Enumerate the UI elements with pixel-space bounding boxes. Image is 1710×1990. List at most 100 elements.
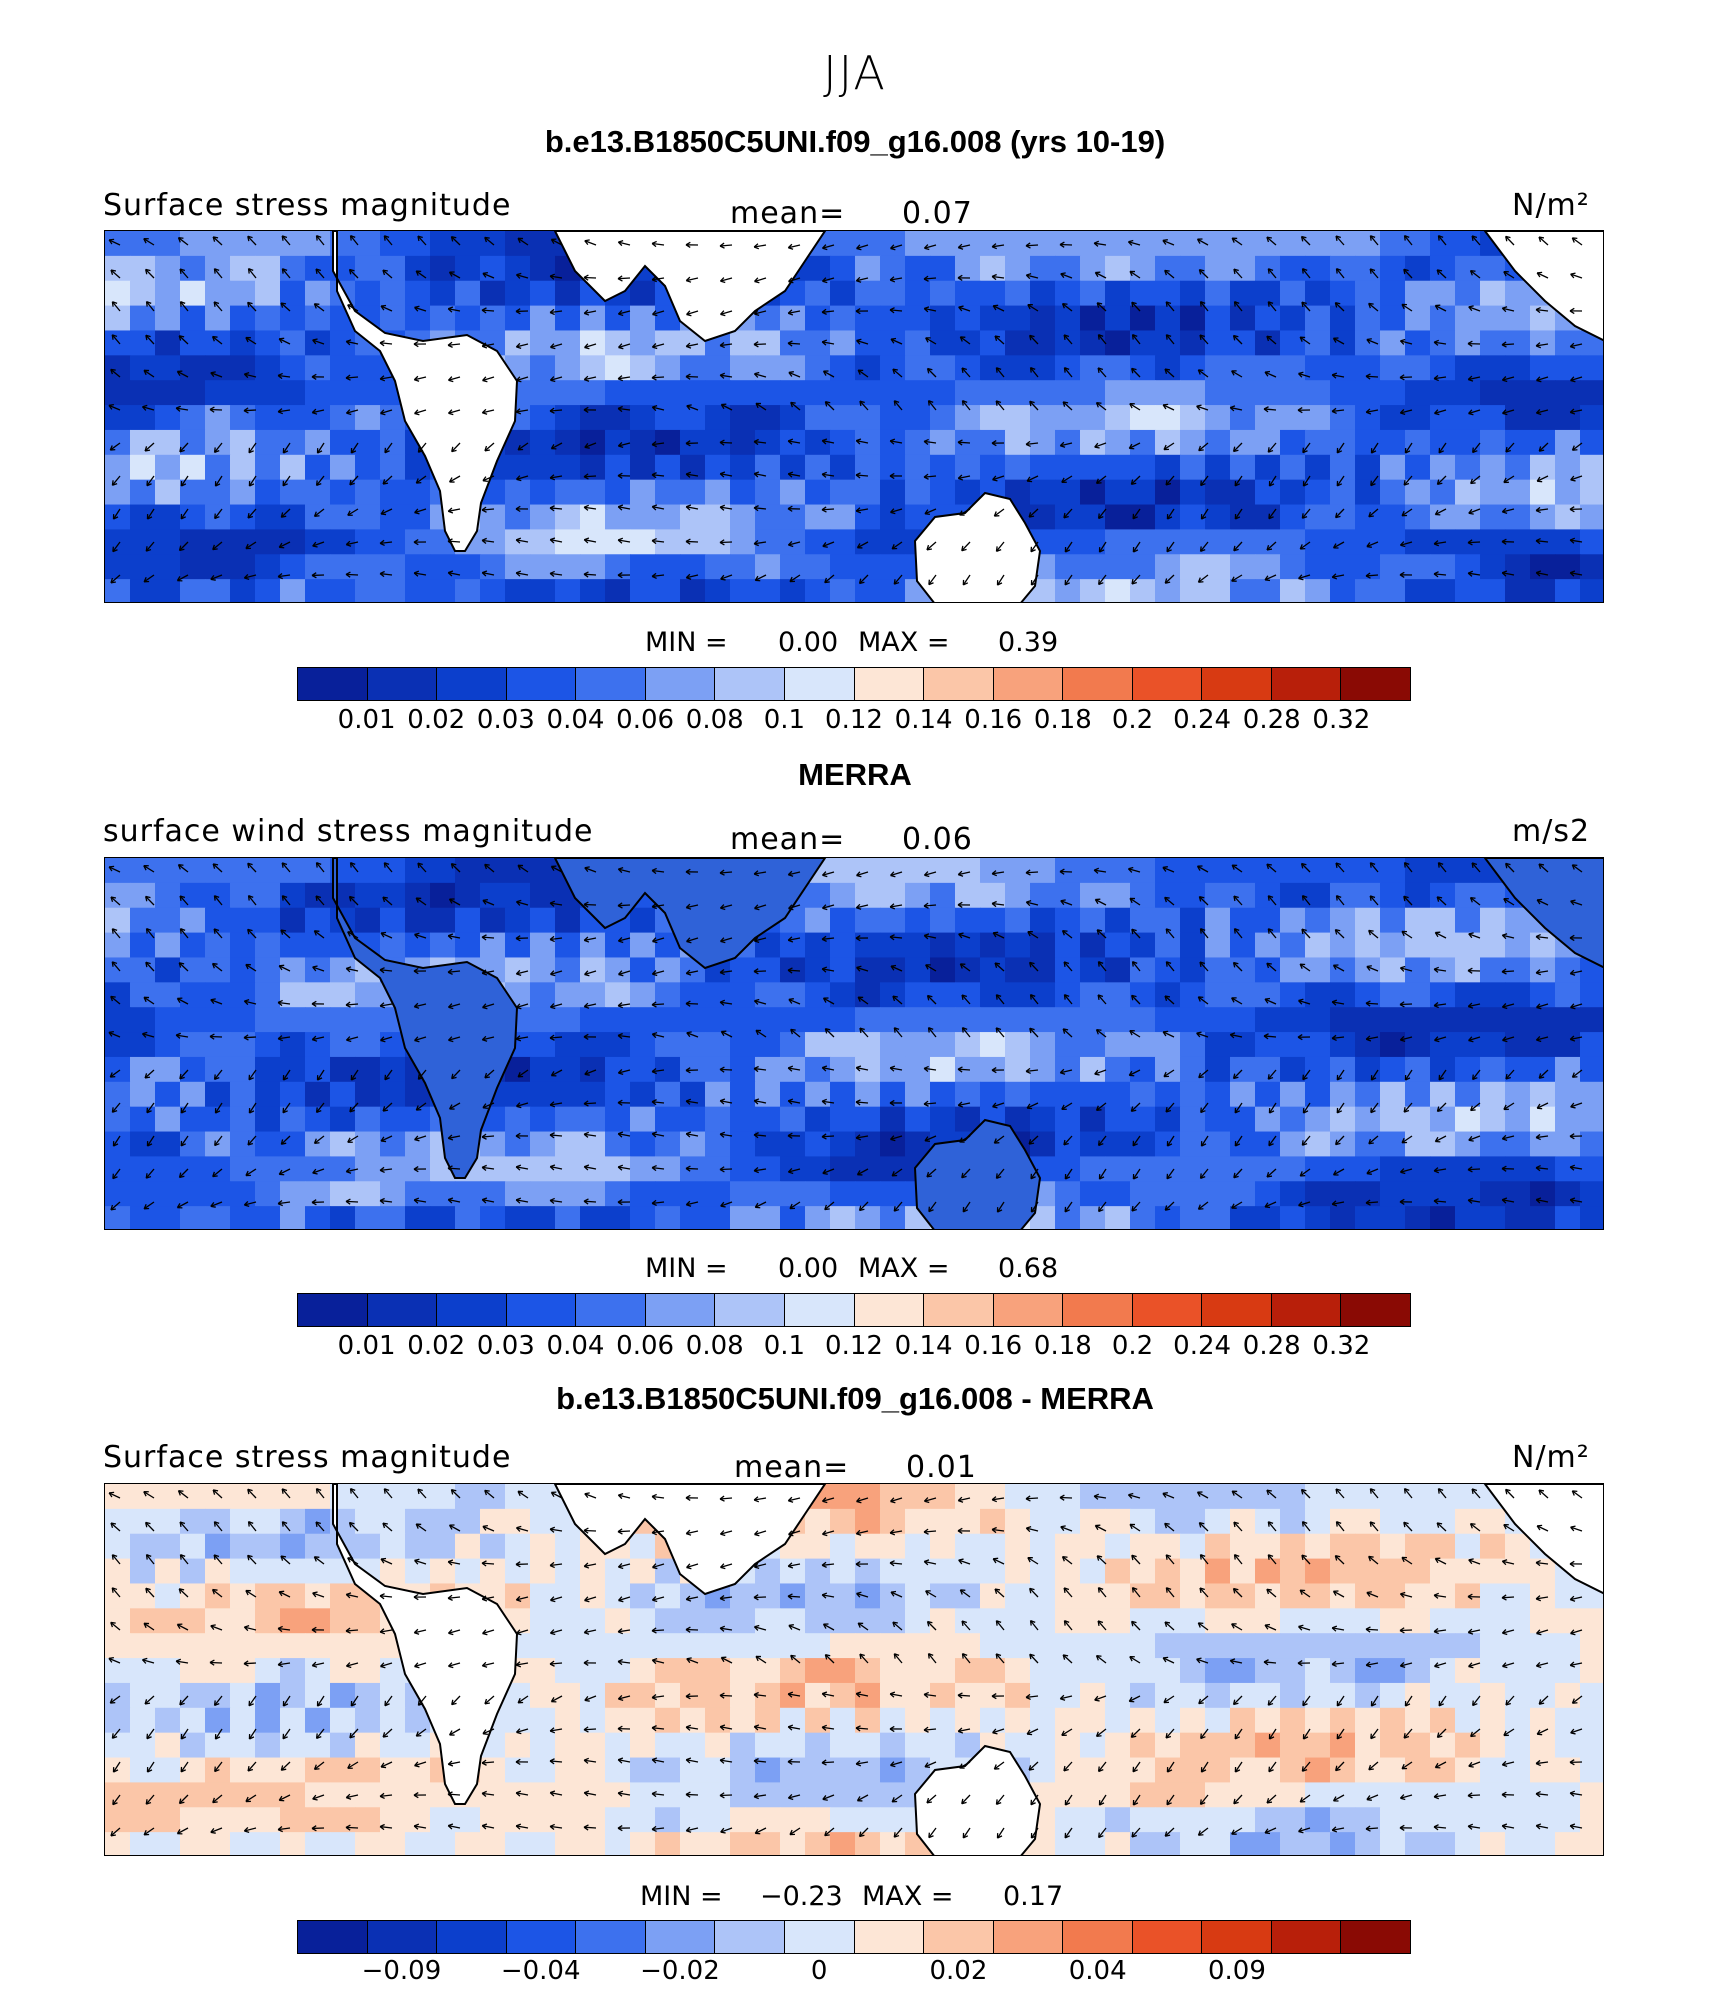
field-cell <box>1530 505 1556 530</box>
field-cell <box>605 1007 631 1032</box>
field-cell <box>780 405 806 430</box>
field-cell <box>1255 933 1281 958</box>
field-cell <box>1255 1583 1281 1608</box>
field-cell <box>1505 982 1531 1007</box>
field-cell <box>105 554 131 579</box>
field-cell <box>805 405 831 430</box>
field-cell <box>1230 1509 1256 1534</box>
field-cell <box>1105 908 1131 933</box>
field-cell <box>1055 933 1081 958</box>
field-cell <box>530 529 556 554</box>
field-cell <box>355 1181 381 1206</box>
field-cell <box>130 982 156 1007</box>
field-cell <box>1130 1683 1156 1708</box>
field-cell <box>730 1658 756 1683</box>
field-cell <box>280 1658 306 1683</box>
field-cell <box>280 1007 306 1032</box>
field-cell <box>105 1733 131 1758</box>
field-cell <box>380 529 406 554</box>
field-cell <box>555 933 581 958</box>
field-cell <box>430 1832 456 1856</box>
field-cell <box>1530 1683 1556 1708</box>
field-cell <box>155 908 181 933</box>
field-cell <box>530 957 556 982</box>
field-cell <box>480 1807 506 1832</box>
field-cell <box>1180 380 1206 405</box>
field-cell <box>1280 1132 1306 1157</box>
field-cell <box>730 505 756 530</box>
field-cell <box>555 579 581 603</box>
field-cell <box>1030 1708 1056 1733</box>
field-cell <box>1030 1534 1056 1559</box>
field-cell <box>905 1032 931 1057</box>
field-cell <box>1030 1032 1056 1057</box>
field-cell <box>180 1807 206 1832</box>
field-cell <box>1230 1758 1256 1783</box>
field-cell <box>405 1559 431 1584</box>
field-cell <box>1530 1007 1556 1032</box>
field-cell <box>680 405 706 430</box>
field-cell <box>505 281 531 306</box>
field-cell <box>1180 1032 1206 1057</box>
field-cell <box>305 1484 331 1509</box>
field-cell <box>1455 256 1481 281</box>
field-cell <box>655 1156 681 1181</box>
field-cell <box>105 933 131 958</box>
field-cell <box>180 1007 206 1032</box>
field-cell <box>1255 380 1281 405</box>
field-cell <box>530 1583 556 1608</box>
field-cell <box>430 281 456 306</box>
field-cell <box>305 1559 331 1584</box>
field-cell <box>1405 455 1431 480</box>
field-cell <box>630 1156 656 1181</box>
field-cell <box>1505 455 1531 480</box>
field-cell <box>1105 430 1131 455</box>
field-cell <box>1505 1007 1531 1032</box>
field-cell <box>1280 858 1306 883</box>
field-cell <box>105 957 131 982</box>
field-cell <box>980 231 1006 256</box>
field-cell <box>230 380 256 405</box>
field-cell <box>555 1559 581 1584</box>
field-cell <box>1480 1181 1506 1206</box>
field-cell <box>305 1206 331 1230</box>
field-cell <box>730 405 756 430</box>
field-cell <box>1330 1007 1356 1032</box>
field-cell <box>155 1708 181 1733</box>
field-cell <box>755 455 781 480</box>
field-cell <box>255 1007 281 1032</box>
field-cell <box>580 1608 606 1633</box>
field-cell <box>1105 1509 1131 1534</box>
field-cell <box>1080 933 1106 958</box>
field-cell <box>905 355 931 380</box>
field-cell <box>605 1807 631 1832</box>
field-cell <box>105 908 131 933</box>
field-cell <box>805 1534 831 1559</box>
field-cell <box>505 933 531 958</box>
field-cell <box>1455 1082 1481 1107</box>
colorbar-tick-label: 0.08 <box>686 705 744 735</box>
colorbar-swatch <box>855 1294 925 1326</box>
field-cell <box>1355 380 1381 405</box>
field-cell <box>1055 1107 1081 1132</box>
field-cell <box>1005 1708 1031 1733</box>
field-cell <box>380 505 406 530</box>
field-cell <box>130 1156 156 1181</box>
field-cell <box>1480 1807 1506 1832</box>
field-cell <box>405 579 431 603</box>
field-cell <box>1130 306 1156 331</box>
field-cell <box>1180 1057 1206 1082</box>
field-cell <box>755 1807 781 1832</box>
field-cell <box>255 1181 281 1206</box>
field-cell <box>480 579 506 603</box>
field-cell <box>255 1807 281 1832</box>
field-cell <box>105 579 131 603</box>
field-cell <box>1330 455 1356 480</box>
field-cell <box>630 405 656 430</box>
field-cell <box>555 1658 581 1683</box>
field-cell <box>780 1633 806 1658</box>
field-cell <box>255 306 281 331</box>
field-cell <box>680 1007 706 1032</box>
field-cell <box>930 1559 956 1584</box>
field-cell <box>730 529 756 554</box>
